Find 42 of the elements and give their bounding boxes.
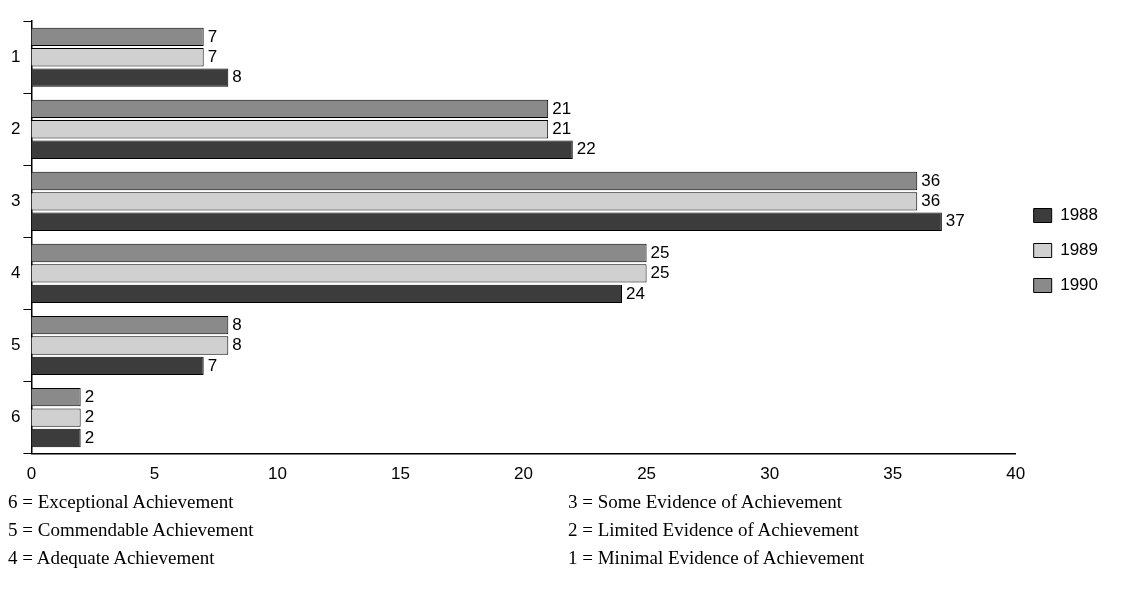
x-tick-label: 15 bbox=[391, 464, 410, 484]
text: 3 = Some Evidence of Achievement bbox=[568, 490, 843, 514]
text: 5 = Commendable Achievement bbox=[8, 518, 255, 542]
legend-label: 1989 bbox=[1060, 240, 1099, 260]
data-label: 8 bbox=[232, 67, 242, 87]
data-label: 2 bbox=[84, 386, 95, 406]
y-tick-label: 1 bbox=[10, 46, 21, 66]
data-label: 21 bbox=[552, 118, 572, 138]
y-tick-label: 5 bbox=[10, 335, 21, 355]
data-label: 37 bbox=[945, 211, 965, 231]
x-tick-label: 5 bbox=[149, 464, 160, 484]
legend-label: 1990 bbox=[1060, 275, 1099, 295]
x-tick-label: 10 bbox=[268, 464, 287, 484]
data-label: 8 bbox=[232, 335, 242, 355]
data-label: 25 bbox=[650, 242, 670, 262]
y-tick-label: 3 bbox=[10, 191, 21, 211]
x-tick-label: 25 bbox=[637, 464, 657, 484]
data-label: 7 bbox=[207, 46, 218, 66]
data-label: 7 bbox=[207, 355, 218, 375]
y-tick-label: 2 bbox=[10, 118, 21, 138]
text: 4 = Adequate Achievement bbox=[8, 546, 216, 570]
data-label: 7 bbox=[207, 26, 218, 46]
x-tick-label: 40 bbox=[1006, 464, 1026, 484]
data-label: 8 bbox=[232, 314, 242, 334]
data-label: 2 bbox=[84, 407, 95, 427]
text: 6 = Exceptional Achievement bbox=[8, 490, 235, 514]
data-label: 36 bbox=[921, 170, 941, 190]
data-label: 36 bbox=[921, 191, 941, 211]
data-label: 21 bbox=[552, 98, 572, 118]
data-label: 24 bbox=[625, 283, 645, 303]
data-label: 22 bbox=[576, 139, 596, 159]
text: 1 = Minimal Evidence of Achievement bbox=[568, 546, 866, 570]
x-tick-label: 20 bbox=[514, 464, 534, 484]
legend-label: 1988 bbox=[1060, 205, 1099, 225]
data-label: 2 bbox=[84, 427, 95, 447]
data-label: 25 bbox=[650, 263, 670, 283]
y-tick-label: 6 bbox=[10, 407, 21, 427]
x-tick-label: 35 bbox=[883, 464, 903, 484]
y-tick-label: 4 bbox=[10, 263, 21, 283]
x-tick-label: 0 bbox=[26, 464, 37, 484]
x-tick-label: 30 bbox=[760, 464, 780, 484]
text: 2 = Limited Evidence of Achievement bbox=[568, 518, 860, 542]
